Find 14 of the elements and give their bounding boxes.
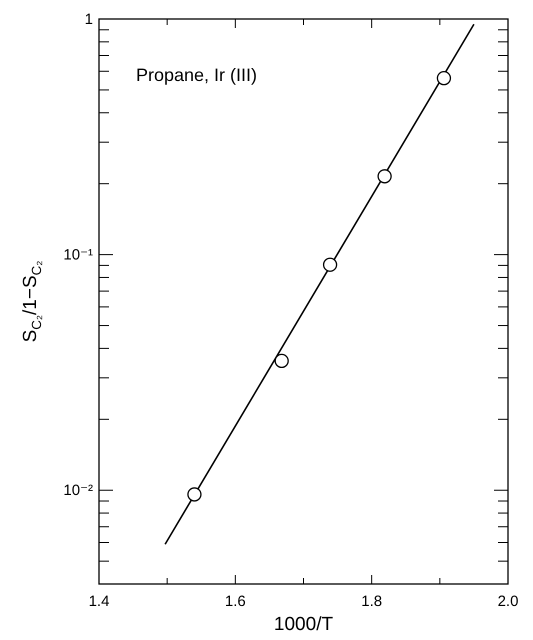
x-tick-label: 1.8 (361, 593, 382, 610)
point (436, 71, 452, 86)
annotation: Propane, Ir (III) (136, 65, 258, 85)
y-tick-label: 10⁻¹ (63, 246, 93, 264)
x-axis-title: 1000/T (274, 614, 334, 635)
x-tick-label: 1.4 (88, 593, 110, 610)
point (377, 169, 392, 184)
point (322, 258, 338, 272)
x-tick-label: 2.0 (498, 593, 518, 610)
point (274, 354, 289, 368)
y-tick-label: 1 (84, 11, 93, 28)
y-tick-label: 10⁻² (63, 482, 93, 500)
x-tick-label: 1.6 (224, 593, 246, 610)
point (187, 487, 202, 502)
